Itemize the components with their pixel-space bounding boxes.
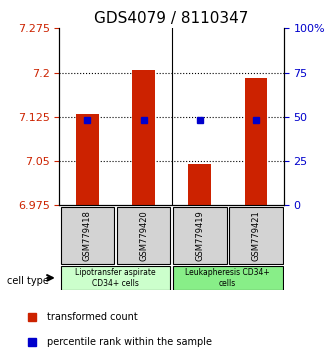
Text: GSM779421: GSM779421 xyxy=(251,210,260,261)
Bar xyxy=(245,79,267,205)
FancyBboxPatch shape xyxy=(60,266,171,290)
Text: GSM779420: GSM779420 xyxy=(139,210,148,261)
Text: Leukapheresis CD34+
cells: Leukapheresis CD34+ cells xyxy=(185,268,270,287)
FancyBboxPatch shape xyxy=(173,206,227,264)
FancyBboxPatch shape xyxy=(229,206,283,264)
Text: Lipotransfer aspirate
CD34+ cells: Lipotransfer aspirate CD34+ cells xyxy=(75,268,156,287)
Text: transformed count: transformed count xyxy=(47,312,138,322)
Bar xyxy=(188,164,211,205)
Bar xyxy=(76,114,99,205)
Text: GSM779418: GSM779418 xyxy=(83,210,92,261)
Text: percentile rank within the sample: percentile rank within the sample xyxy=(47,337,212,347)
Text: GSM779419: GSM779419 xyxy=(195,210,204,261)
Text: cell type: cell type xyxy=(7,276,49,286)
Bar xyxy=(132,70,155,205)
FancyBboxPatch shape xyxy=(60,206,115,264)
FancyBboxPatch shape xyxy=(173,266,283,290)
Title: GDS4079 / 8110347: GDS4079 / 8110347 xyxy=(94,11,249,26)
FancyBboxPatch shape xyxy=(116,206,171,264)
